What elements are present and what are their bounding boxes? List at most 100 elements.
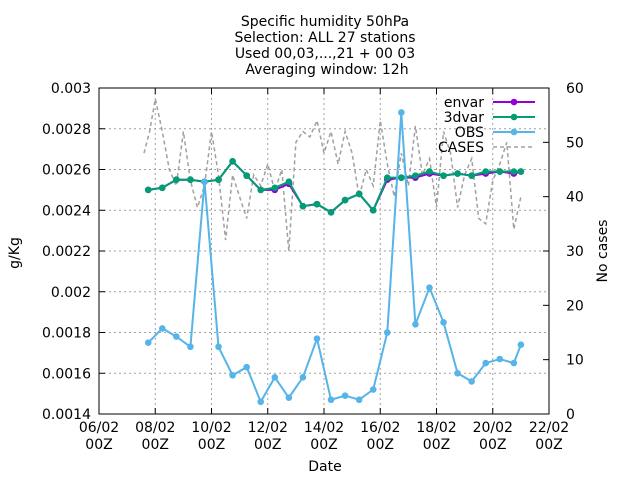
data-point-obs [158,325,166,332]
data-point-obs [369,386,377,393]
y-tick-label: 0.003 [51,81,91,97]
data-point-3dvar [144,186,152,194]
y2-tick-label: 60 [566,81,584,97]
x-tick-label-time: 00Z [254,437,281,453]
data-point-obs [229,371,236,379]
data-point-obs [187,343,194,351]
y2-tick-label: 20 [566,298,584,314]
y-tick-label: 0.0016 [42,366,91,382]
data-point-3dvar [383,174,391,181]
x-tick-label: 14/02 [304,420,344,436]
x-tick-label-time: 00Z [479,437,506,453]
data-point-obs [271,374,279,381]
data-point-3dvar [412,172,419,179]
data-point-3dvar [426,168,433,175]
data-point-3dvar [299,202,307,210]
y2-tick-label: 40 [566,190,584,206]
data-point-3dvar [215,176,222,183]
x-tick-label: 22/02 [529,420,569,436]
data-point-3dvar [257,186,265,194]
series-cases [143,98,522,252]
title-line-2: Selection: ALL 27 stations [234,30,415,46]
legend-label: 3dvar [444,110,485,126]
x-tick-label-time: 00Z [535,437,562,453]
data-point-3dvar [187,176,194,183]
x-tick-label: 12/02 [248,420,288,436]
title-line-4: Averaging window: 12h [245,62,408,78]
data-point-3dvar [173,176,180,183]
legend-label: CASES [438,140,484,156]
data-point-obs [355,396,363,404]
x-tick-label-time: 00Z [198,437,225,453]
y-axis-ticks: 0.0014 0.0016 0.0018 0.002 0.0022 0.0024 0.002… [42,81,105,423]
data-point-obs [517,341,525,349]
y-tick-label: 0.0028 [42,122,91,138]
data-point-3dvar [285,178,293,186]
data-point-obs [454,369,461,377]
data-point-obs [426,284,433,291]
x-tick-label: 20/02 [473,420,513,436]
y-tick-label: 0.0018 [42,326,91,342]
data-point-obs [144,339,152,346]
data-point-3dvar [229,158,236,165]
data-point-3dvar [398,174,405,181]
series-line-obs [147,112,522,405]
data-point-obs [440,319,447,326]
title-line-1: Specific humidity 50hPa [241,14,409,30]
legend-marker [510,98,518,106]
legend-label: OBS [455,125,484,141]
data-point-3dvar [510,168,518,175]
y2-axis-label: No cases [595,220,611,283]
y2-tick-label: 30 [566,244,584,260]
data-point-obs [257,398,265,406]
y-tick-label: 0.0014 [42,407,91,423]
data-point-3dvar [158,184,166,192]
data-point-3dvar [496,168,504,175]
x-tick-label: 18/02 [416,420,456,436]
data-point-3dvar [355,190,363,198]
y2-tick-label: 50 [566,135,584,151]
data-point-3dvar [243,172,250,179]
y-tick-label: 0.0024 [42,203,91,219]
data-point-obs [496,355,504,363]
data-point-3dvar [327,208,335,216]
data-point-3dvar [517,168,525,175]
data-point-obs [285,394,293,402]
y-tick-label: 0.002 [51,285,91,301]
data-point-obs [299,374,307,381]
data-point-3dvar [271,184,279,192]
x-axis-ticks: 06/0200Z08/0200Z10/0200Z12/0200Z14/0200Z… [79,88,569,453]
data-point-3dvar [468,172,475,179]
data-point-obs [482,359,490,367]
y2-tick-label: 0 [566,407,575,423]
data-point-obs [215,343,222,351]
series-line-cases [143,98,522,252]
data-point-3dvar [454,170,461,177]
x-tick-label: 10/02 [191,420,231,436]
data-point-3dvar [440,172,447,179]
data-point-obs [313,335,321,342]
y-axis-label: g/Kg [7,237,23,269]
data-point-obs [412,321,419,328]
series-layer [143,98,525,406]
data-point-obs [201,178,208,186]
x-tick-label: 06/02 [79,420,119,436]
data-point-3dvar [341,196,349,204]
y-tick-label: 0.0022 [42,244,91,260]
data-point-obs [383,329,391,336]
title-line-3: Used 00,03,...,21 + 00 03 [235,46,415,62]
data-point-obs [398,109,405,116]
x-tick-label-time: 00Z [367,437,394,453]
x-tick-label-time: 00Z [142,437,169,453]
data-point-obs [468,378,475,385]
data-point-obs [341,392,349,399]
data-point-obs [243,363,250,371]
x-tick-label-time: 00Z [423,437,450,453]
data-point-3dvar [482,168,490,175]
data-point-obs [327,396,335,404]
data-point-obs [173,333,180,340]
x-tick-label: 08/02 [135,420,175,436]
y2-axis-ticks: 0 10 20 30 40 50 60 [543,81,584,423]
